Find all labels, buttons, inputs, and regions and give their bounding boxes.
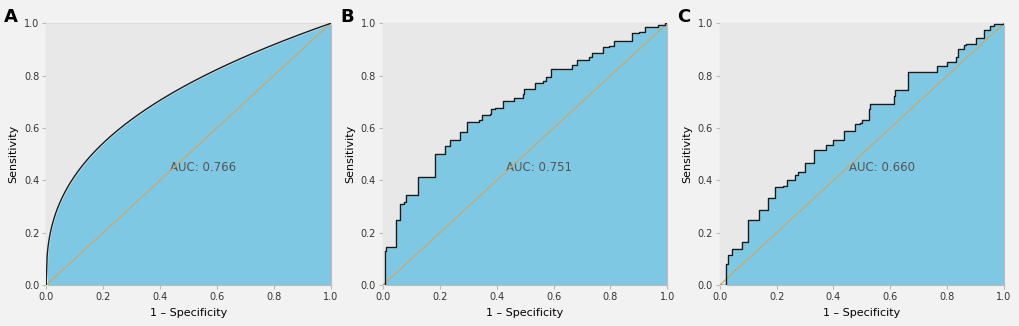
Y-axis label: Sensitivity: Sensitivity <box>8 125 18 184</box>
Text: B: B <box>340 8 354 26</box>
Text: A: A <box>3 8 17 26</box>
Text: C: C <box>677 8 690 26</box>
Text: AUC: 0.766: AUC: 0.766 <box>169 161 235 174</box>
X-axis label: 1 – Specificity: 1 – Specificity <box>150 308 227 318</box>
Y-axis label: Sensitivity: Sensitivity <box>344 125 355 184</box>
Text: AUC: 0.751: AUC: 0.751 <box>505 161 572 174</box>
Text: AUC: 0.660: AUC: 0.660 <box>848 161 914 174</box>
Y-axis label: Sensitivity: Sensitivity <box>681 125 691 184</box>
X-axis label: 1 – Specificity: 1 – Specificity <box>486 308 564 318</box>
X-axis label: 1 – Specificity: 1 – Specificity <box>822 308 900 318</box>
